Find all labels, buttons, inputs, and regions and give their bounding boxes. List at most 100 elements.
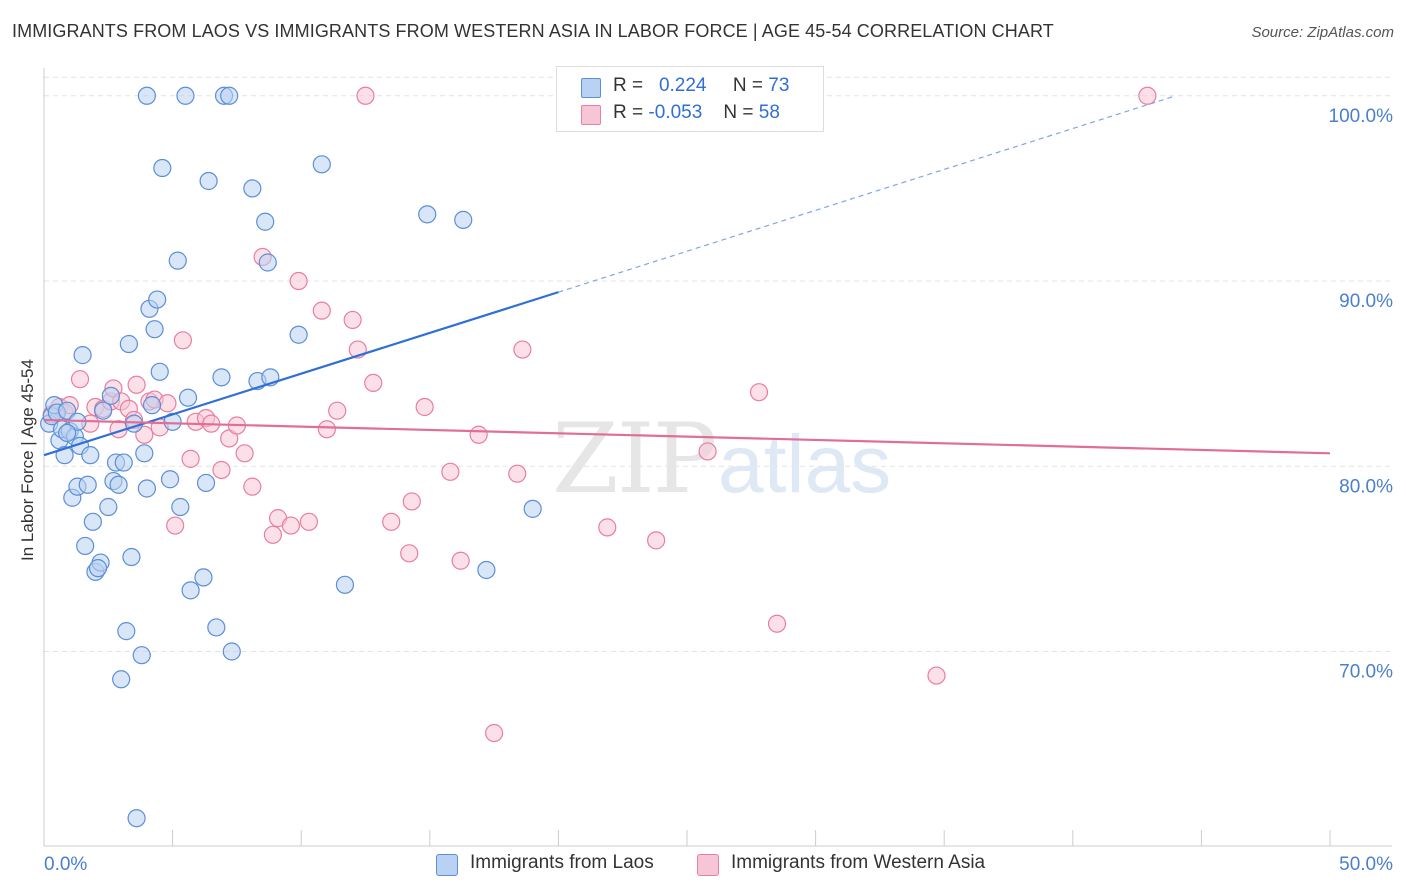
laos-legend-swatch [436, 854, 458, 876]
data-point-laos [181, 581, 200, 600]
data-point-laos [178, 388, 198, 407]
data-point-western_asia [749, 383, 769, 402]
y-tick-label: 70.0% [1339, 662, 1393, 683]
data-point-western_asia [441, 462, 460, 481]
data-point-laos [137, 86, 156, 105]
data-point-laos [114, 453, 133, 472]
watermark-zip: ZIP [552, 403, 715, 515]
data-point-laos [222, 642, 241, 661]
data-point-western_asia [400, 544, 419, 563]
x-tick-label: 50.0% [1339, 854, 1393, 875]
data-point-laos [73, 346, 92, 365]
western-asia-swatch [581, 105, 601, 125]
legend-n-value-laos: 73 [768, 75, 790, 96]
data-point-laos [168, 251, 187, 270]
data-point-laos [153, 158, 172, 178]
data-point-laos [243, 179, 262, 198]
data-point-western_asia [508, 464, 527, 483]
data-point-laos [101, 386, 120, 405]
data-point-western_asia [173, 331, 192, 350]
data-point-western_asia [263, 525, 283, 544]
data-point-laos [418, 205, 437, 224]
data-point-laos [94, 401, 113, 420]
data-point-western_asia [289, 271, 308, 291]
western-asia-legend-swatch [697, 854, 719, 876]
data-point-laos [83, 512, 102, 531]
trend-lines [43, 95, 1331, 457]
data-point-western_asia [328, 401, 347, 420]
data-point-western_asia [485, 723, 504, 743]
data-point-laos [145, 320, 164, 339]
data-point-laos [119, 334, 138, 354]
data-point-western_asia [364, 373, 383, 393]
data-point-laos [109, 475, 128, 494]
data-point-western_asia [927, 666, 946, 685]
data-point-western_asia [235, 444, 254, 463]
data-point-laos [335, 575, 355, 594]
data-point-laos [312, 155, 331, 174]
data-point-western_asia [312, 301, 331, 320]
data-point-laos [196, 473, 216, 493]
data-point-western_asia [343, 310, 362, 330]
data-point-laos [523, 499, 542, 518]
data-point-laos [256, 212, 275, 231]
data-point-western_asia [158, 394, 177, 413]
watermark: ZIP atlas [552, 403, 891, 515]
data-point-western_asia [513, 340, 532, 359]
data-point-western_asia [243, 477, 262, 496]
trend-line-laos [43, 291, 559, 457]
data-point-laos [58, 423, 77, 443]
data-point-western_asia [281, 516, 301, 535]
data-point-laos [137, 479, 156, 498]
laos-legend-label: Immigrants from Laos [470, 852, 654, 873]
data-point-western_asia [299, 512, 319, 531]
legend-r-value-laos: 0.224 [658, 75, 707, 96]
data-point-western_asia [212, 460, 231, 480]
data-point-laos [212, 368, 231, 387]
data-point-laos [148, 290, 167, 309]
data-point-western_asia [598, 518, 617, 537]
data-point-laos [132, 646, 151, 665]
data-point-laos [81, 446, 100, 465]
data-point-laos [258, 253, 277, 272]
data-point-laos [117, 622, 136, 641]
data-point-western_asia [451, 551, 470, 570]
grid-lines [44, 76, 1392, 652]
correlation-legend: R = 0.224 N = 73 R = -0.053 N = 58 [556, 66, 824, 132]
watermark-atlas: atlas [718, 419, 891, 510]
source-label: Source: ZipAtlas.com [1251, 24, 1394, 41]
data-point-laos [142, 396, 162, 415]
data-point-laos [78, 475, 97, 494]
data-point-western_asia [698, 442, 717, 461]
legend-n-label: N = [732, 75, 764, 96]
y-axis-label: In Labor Force | Age 45-54 [18, 359, 37, 561]
y-tick-label: 80.0% [1339, 476, 1393, 497]
tick-labels: 70.0% 80.0% 90.0% 100.0% 0.0% 50.0% [44, 106, 1393, 875]
western-asia-legend-label: Immigrants from Western Asia [731, 852, 986, 873]
data-point-laos [176, 86, 195, 105]
legend-n-value-western-asia: 58 [758, 102, 780, 123]
data-point-laos [289, 325, 308, 344]
data-point-laos [199, 171, 218, 191]
data-point-western_asia [317, 420, 337, 439]
data-point-western_asia [1138, 86, 1157, 105]
data-point-western_asia [181, 449, 200, 468]
chart-title: IMMIGRANTS FROM LAOS VS IMMIGRANTS FROM … [12, 21, 1054, 41]
x-tick-label: 0.0% [44, 854, 87, 875]
data-point-laos [135, 444, 154, 463]
data-point-western_asia [767, 614, 787, 633]
data-point-laos [477, 560, 496, 580]
legend-r-label: R = [613, 75, 644, 96]
data-point-laos [76, 536, 95, 556]
data-point-laos [171, 497, 190, 517]
y-tick-label: 90.0% [1339, 291, 1393, 312]
data-point-laos [160, 470, 180, 489]
data-point-western_asia [402, 492, 421, 511]
data-point-western_asia [166, 516, 185, 535]
axes [43, 68, 1392, 847]
data-point-western_asia [356, 86, 375, 105]
data-point-laos [58, 401, 77, 420]
data-point-laos [194, 568, 213, 587]
legend-r-value-western-asia: -0.053 [648, 102, 703, 123]
